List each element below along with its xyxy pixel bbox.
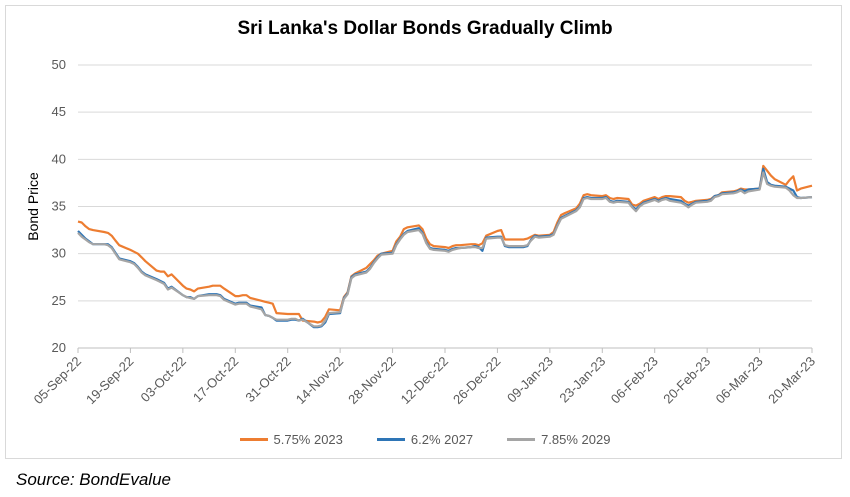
series-line-3 xyxy=(77,171,813,328)
x-tick-label: 12-Dec-22 xyxy=(398,354,452,408)
y-tick-label-30: 30 xyxy=(52,246,66,261)
legend-swatch-2 xyxy=(376,438,405,441)
y-tick-label-35: 35 xyxy=(52,199,66,214)
x-tick-label: 17-Oct-22 xyxy=(190,354,241,405)
source-note: Source: BondEvalue xyxy=(16,470,171,489)
x-tick-label: 06-Feb-23 xyxy=(608,354,661,407)
x-tick-label: 20-Mar-23 xyxy=(765,354,818,407)
x-tick-label: 03-Oct-22 xyxy=(137,354,188,405)
x-tick-label: 05-Sep-22 xyxy=(31,354,85,408)
x-tick-label: 09-Jan-23 xyxy=(504,354,556,406)
legend-item-1: 5.75% 2023 xyxy=(239,432,343,447)
x-tick-label: 06-Mar-23 xyxy=(713,354,766,407)
x-tick-label: 28-Nov-22 xyxy=(345,354,399,408)
legend-label-1: 5.75% 2023 xyxy=(273,432,343,447)
y-tick-label-45: 45 xyxy=(52,104,66,119)
gridlines xyxy=(78,64,812,302)
series-lines xyxy=(77,164,813,329)
x-tick-label: 19-Sep-22 xyxy=(83,354,137,408)
y-tick-label-40: 40 xyxy=(52,151,66,166)
series-line-1 xyxy=(77,164,813,324)
x-tick-label: 14-Nov-22 xyxy=(293,354,347,408)
y-tick-label-25: 25 xyxy=(52,293,66,308)
y-axis-label: Bond Price xyxy=(25,172,41,241)
x-axis xyxy=(77,347,813,353)
legend-label-3: 7.85% 2029 xyxy=(541,432,611,447)
legend-swatch-3 xyxy=(507,438,536,441)
x-tick-label: 20-Feb-23 xyxy=(660,354,713,407)
y-tick-labels: 20 25 30 35 40 45 50 xyxy=(52,57,66,355)
y-tick-label-20: 20 xyxy=(52,340,66,355)
chart-title: Sri Lanka's Dollar Bonds Gradually Climb xyxy=(237,18,613,39)
y-tick-label-50: 50 xyxy=(52,57,66,72)
legend-item-3: 7.85% 2029 xyxy=(507,432,610,447)
legend-item-2: 6.2% 2027 xyxy=(376,432,474,447)
x-tick-label: 31-Oct-22 xyxy=(242,354,293,405)
legend-label-2: 6.2% 2027 xyxy=(410,432,474,447)
x-tick-label: 23-Jan-23 xyxy=(556,354,608,406)
legend-swatch-1 xyxy=(239,438,268,441)
legend: 5.75% 2023 6.2% 2027 7.85% 2029 xyxy=(0,432,850,447)
x-tick-label: 26-Dec-22 xyxy=(450,354,504,408)
